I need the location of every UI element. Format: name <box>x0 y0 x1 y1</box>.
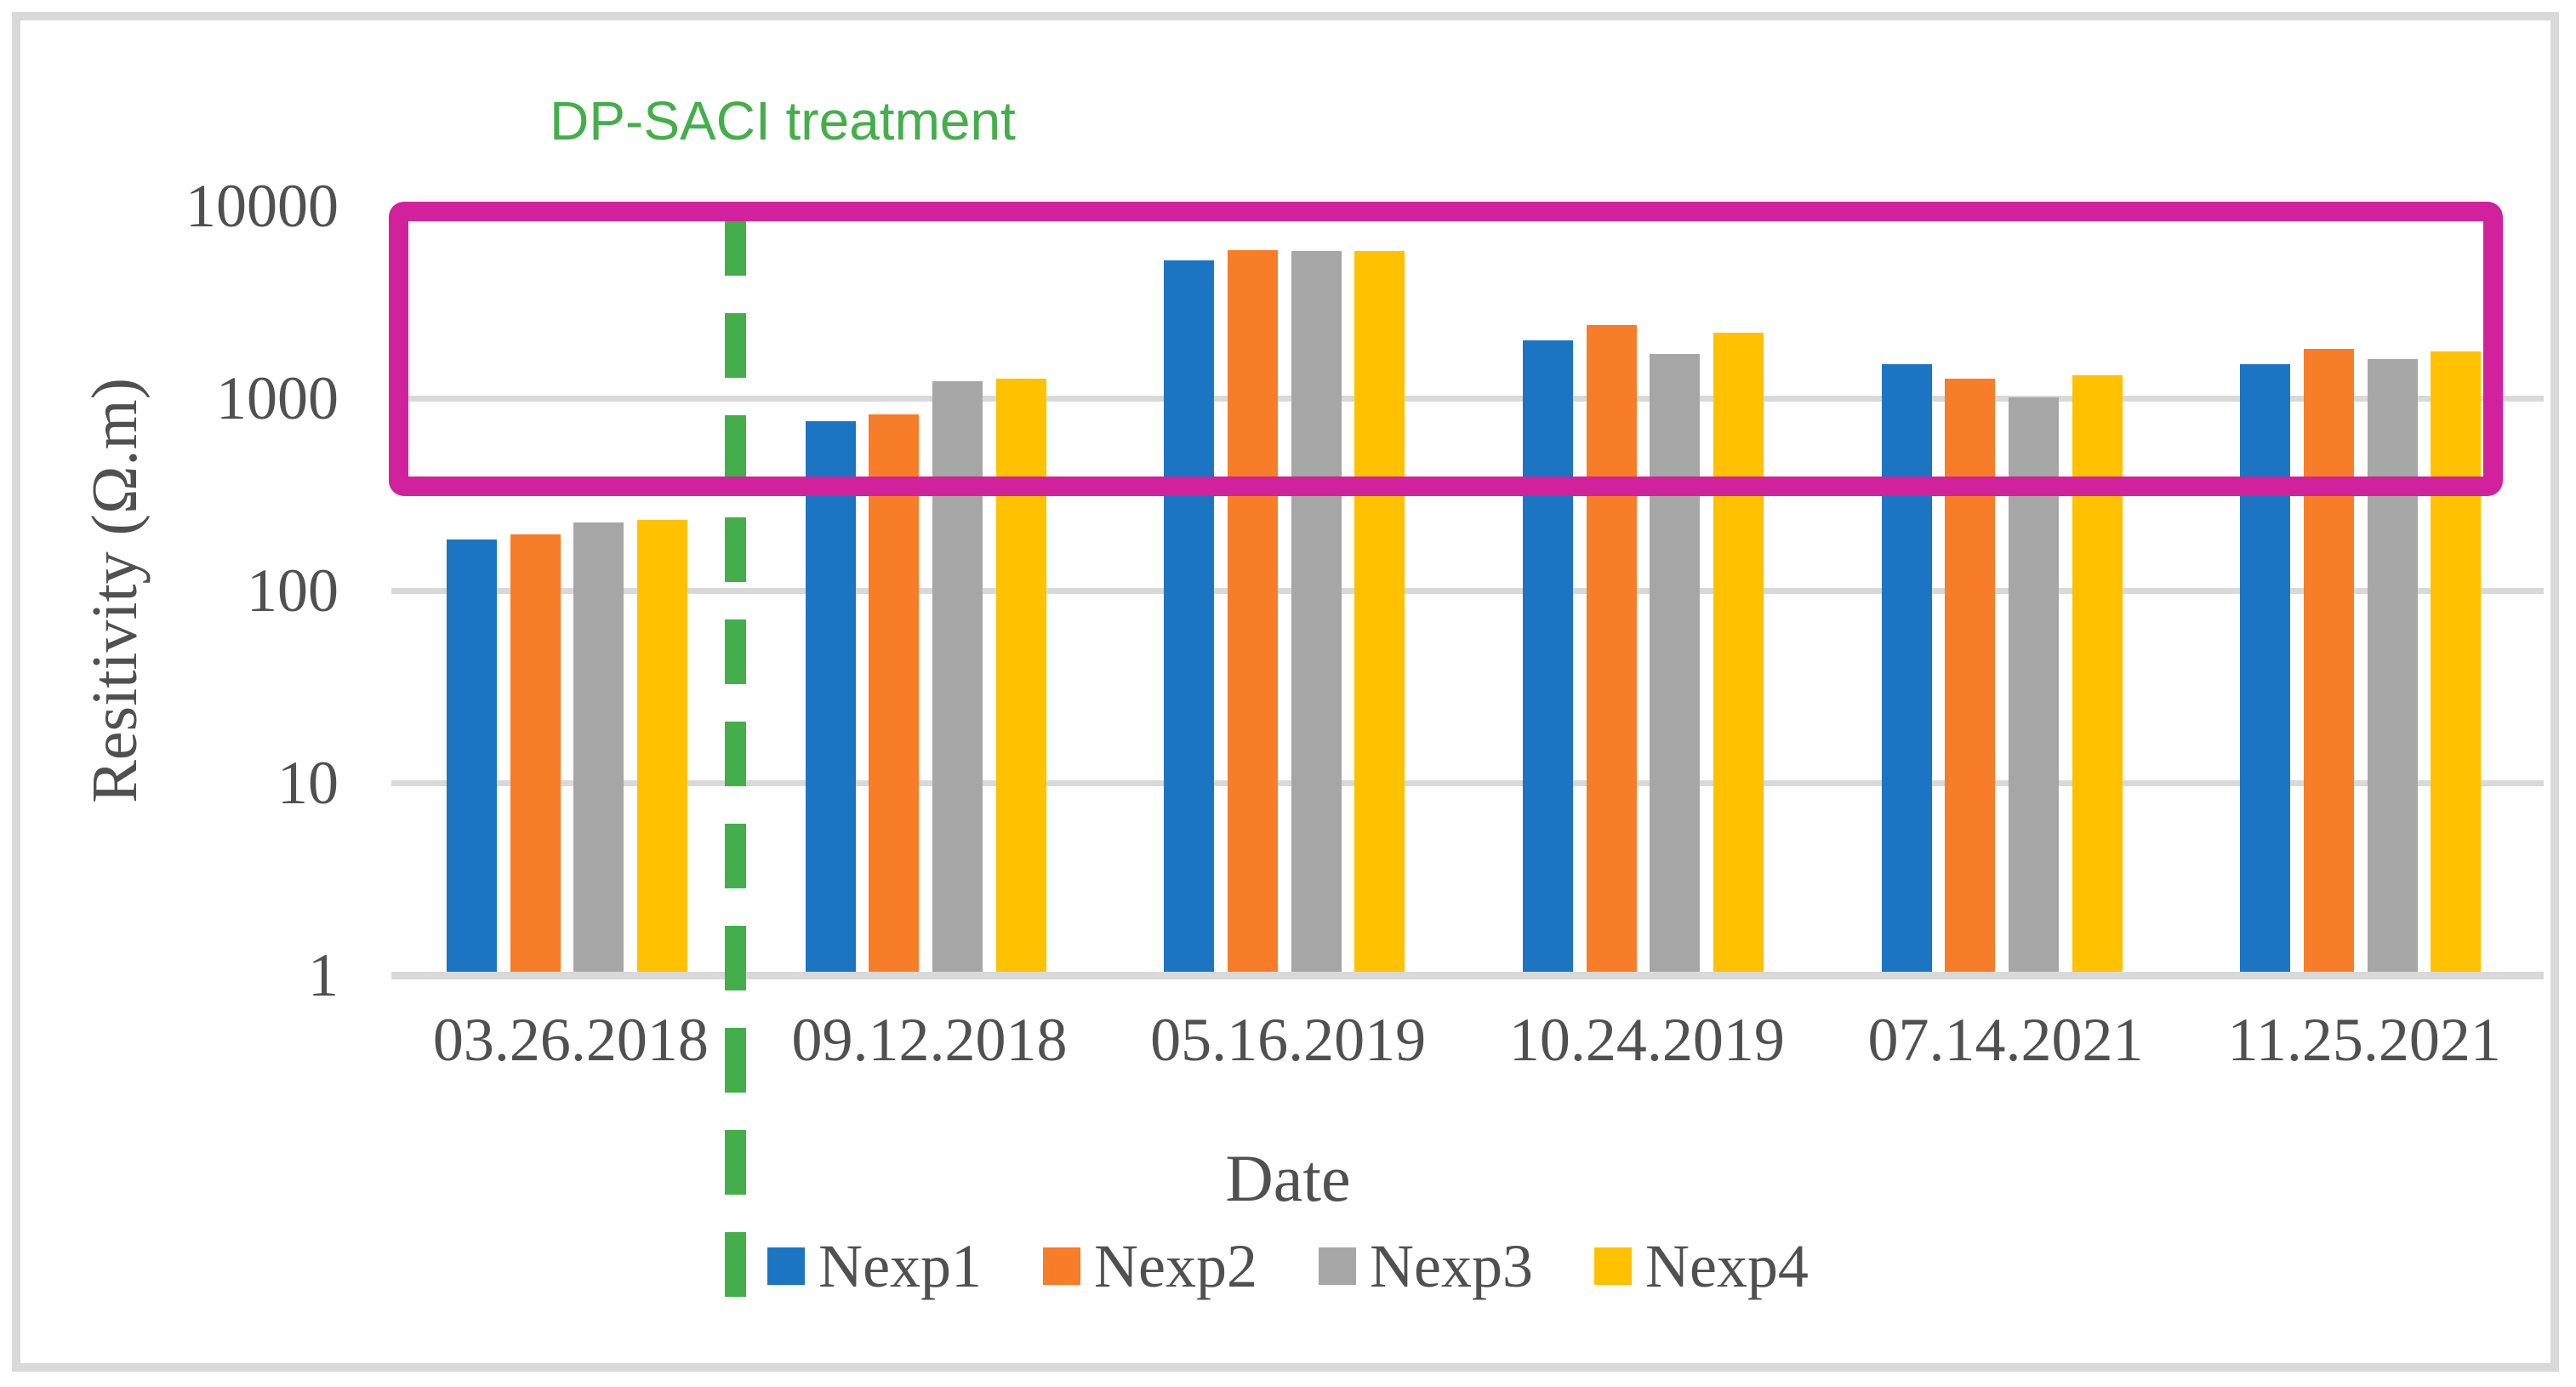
bar-nexp4-10.24.2019 <box>1713 332 1764 972</box>
bar-nexp3-03.26.2018 <box>573 522 624 972</box>
bar-nexp1-11.25.2021 <box>2240 364 2291 972</box>
x-tick-label: 07.14.2021 <box>1867 1006 2144 1074</box>
bar-nexp1-10.24.2019 <box>1522 340 1573 972</box>
gridline <box>391 780 2544 786</box>
y-tick-label: 10 <box>277 749 339 817</box>
y-tick-label: 1 <box>308 941 339 1009</box>
x-tick-label: 03.26.2018 <box>432 1006 709 1074</box>
bar-nexp4-03.26.2018 <box>636 519 687 972</box>
legend-item-nexp1: Nexp1 <box>767 1236 982 1297</box>
bar-nexp1-05.16.2019 <box>1164 260 1215 972</box>
legend-label-nexp4: Nexp4 <box>1644 1232 1809 1300</box>
bar-nexp1-09.12.2018 <box>805 420 856 972</box>
bar-nexp2-05.16.2019 <box>1227 249 1278 972</box>
bar-nexp2-09.12.2018 <box>869 414 920 972</box>
bar-nexp4-07.14.2021 <box>2072 374 2123 972</box>
bar-nexp2-10.24.2019 <box>1586 325 1637 972</box>
treatment-dashed-line <box>725 211 746 1299</box>
figure-border <box>12 12 2559 1372</box>
legend-swatch-nexp3 <box>1319 1247 1356 1285</box>
x-axis-line <box>391 972 2544 979</box>
bar-nexp1-07.14.2021 <box>1881 364 1932 972</box>
treatment-annotation-label: DP-SACI treatment <box>550 90 1016 151</box>
highlight-box <box>389 202 2503 496</box>
legend-swatch-nexp1 <box>767 1247 806 1285</box>
legend-item-nexp2: Nexp2 <box>1043 1236 1257 1297</box>
bar-nexp4-11.25.2021 <box>2431 351 2482 972</box>
y-tick-label: 1000 <box>216 364 339 432</box>
legend: Nexp1 Nexp2 Nexp3 Nexp4 <box>0 1236 2576 1297</box>
x-tick-label: 10.24.2019 <box>1508 1006 1785 1074</box>
legend-label-nexp3: Nexp3 <box>1370 1232 1533 1300</box>
legend-label-nexp1: Nexp1 <box>818 1232 983 1300</box>
legend-label-nexp2: Nexp2 <box>1094 1232 1257 1300</box>
x-axis-title: Date <box>1225 1141 1351 1215</box>
x-tick-label: 11.25.2021 <box>2227 1006 2501 1074</box>
gridline <box>391 588 2544 594</box>
bar-nexp2-03.26.2018 <box>510 534 561 972</box>
legend-item-nexp4: Nexp4 <box>1593 1232 1809 1300</box>
x-tick-label: 09.12.2018 <box>791 1006 1068 1074</box>
legend-item-nexp3: Nexp3 <box>1319 1236 1533 1297</box>
bar-nexp3-05.16.2019 <box>1291 250 1342 972</box>
x-tick-label: 05.16.2019 <box>1150 1006 1427 1074</box>
bar-nexp4-05.16.2019 <box>1354 250 1405 972</box>
bar-nexp2-11.25.2021 <box>2303 349 2354 972</box>
bar-nexp3-10.24.2019 <box>1650 353 1701 972</box>
y-tick-label: 100 <box>247 557 339 625</box>
legend-swatch-nexp2 <box>1043 1247 1081 1285</box>
y-tick-label: 10000 <box>185 172 339 240</box>
bar-nexp1-03.26.2018 <box>446 539 497 972</box>
gridline <box>391 396 2544 402</box>
bar-nexp3-11.25.2021 <box>2367 358 2418 972</box>
legend-swatch-nexp4 <box>1593 1247 1632 1285</box>
